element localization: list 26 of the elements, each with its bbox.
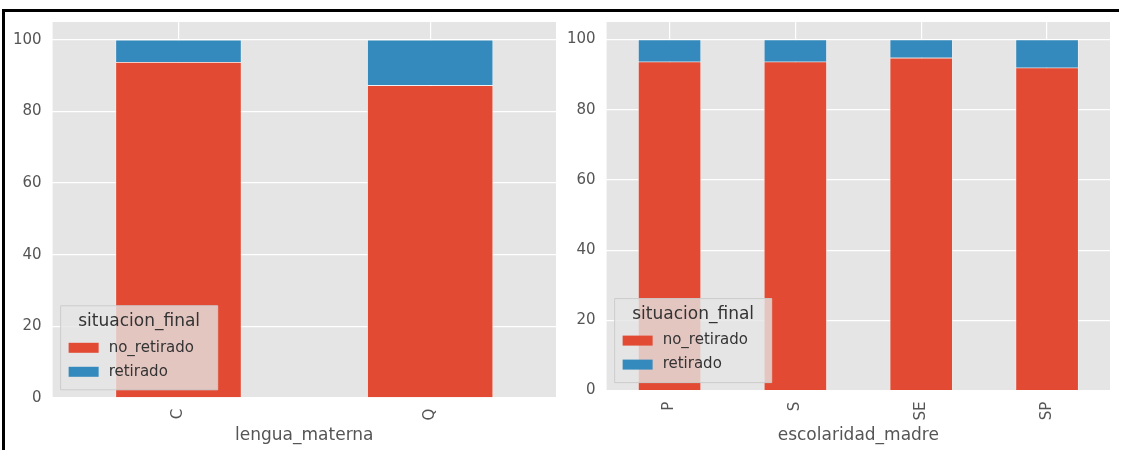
x-tick-label: S (785, 401, 804, 412)
y-tick-label: 80 (22, 101, 42, 120)
x-axis-title: lengua_materna (235, 424, 374, 446)
y-tick-label: 20 (22, 316, 42, 335)
y-tick-label: 80 (576, 99, 596, 118)
x-tick-label: SP (1036, 401, 1055, 421)
y-tick-label: 20 (576, 310, 596, 329)
x-tick-label: C (168, 408, 187, 420)
y-tick-label: 60 (576, 169, 596, 188)
x-tick-label: SE (911, 401, 930, 421)
legend-title: situacion_final (632, 303, 755, 325)
legend-label: retirado (108, 361, 168, 380)
y-tick-label: 0 (586, 380, 596, 399)
x-tick-label: Q (420, 408, 439, 421)
y-tick-label: 40 (576, 240, 596, 259)
y-tick-label: 100 (566, 29, 596, 48)
x-axis-title: escolaridad_madre (777, 424, 939, 446)
legend-label: retirado (662, 354, 722, 373)
y-tick-label: 60 (22, 172, 42, 191)
y-tick-label: 100 (12, 29, 42, 48)
y-tick-label: 40 (22, 244, 42, 263)
y-tick-label: 0 (32, 387, 42, 406)
legend-label: no_retirado (108, 337, 194, 357)
x-tick-label: P (659, 401, 678, 411)
legend-title: situacion_final (78, 310, 201, 332)
legend-label: no_retirado (662, 330, 748, 350)
